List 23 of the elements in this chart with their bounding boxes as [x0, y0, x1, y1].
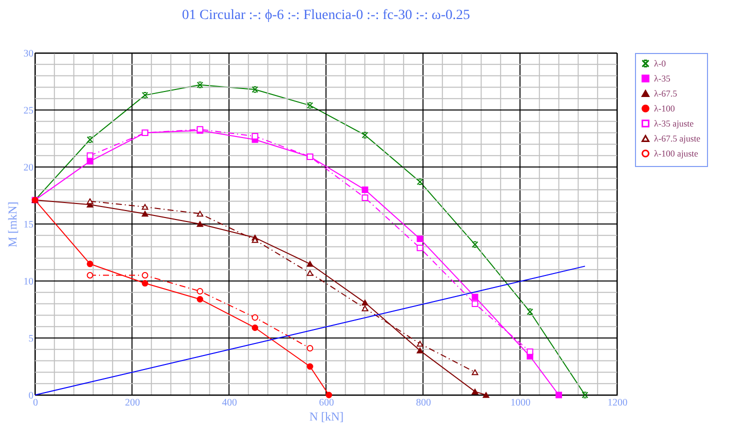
legend-label: λ-35 ajuste — [654, 118, 694, 128]
legend-label: λ-67.5 — [654, 88, 678, 98]
x-axis-title: N [kN] — [309, 410, 344, 424]
y-tick-label: 15 — [24, 220, 34, 230]
y-tick-label: 30 — [24, 48, 34, 60]
y-tick-label: 25 — [24, 106, 34, 116]
x-tick-label: 1000 — [510, 398, 530, 408]
legend-label: λ-0 — [654, 58, 666, 68]
y-axis-title: M [mkN] — [6, 202, 20, 248]
x-tick-label: 1200 — [608, 398, 628, 408]
x-tick-label: 400 — [222, 398, 237, 408]
y-tick-label: 10 — [24, 276, 34, 288]
legend-label: λ-67.5 ajuste — [654, 134, 700, 144]
x-tick-label: 800 — [416, 398, 431, 408]
legend-label: λ-100 ajuste — [654, 148, 698, 158]
legend-label: λ-100 — [654, 104, 676, 114]
y-tick-label: 5 — [28, 334, 34, 344]
x-tick-label: 600 — [319, 398, 334, 408]
y-tick-label: 0 — [28, 390, 34, 402]
legend-label: λ-35 — [654, 74, 671, 84]
x-tick-label: 200 — [125, 398, 140, 408]
y-tick-label: 20 — [24, 162, 34, 174]
chart-title: 01 Circular :-: ϕ-6 :-: Fluencia-0 :-: fc-30 :-: ω-0.25 — [182, 8, 470, 23]
